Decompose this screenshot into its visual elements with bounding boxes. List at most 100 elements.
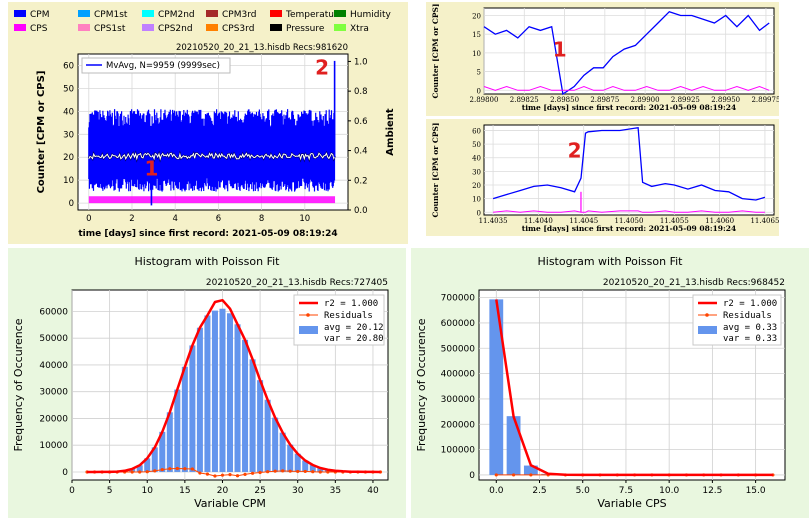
y-tick-label: 600000	[441, 319, 476, 329]
residual-point	[130, 470, 134, 474]
y-tick-label: 0	[62, 468, 68, 478]
x-tick-label: 11.4055	[660, 217, 689, 225]
histogram-bar	[174, 389, 181, 472]
legend-r2: r2 = 1.000	[324, 299, 378, 309]
y2-axis-label: Ambient	[385, 108, 396, 156]
x-tick-label: 12.5	[702, 486, 722, 496]
chart-subtitle: 20210520_20_21_13.hisdb Recs:981620	[176, 43, 348, 53]
legend-swatch-cps2nd	[142, 24, 154, 31]
y-tick-label: 30	[472, 168, 481, 176]
y-tick-label: 10	[472, 50, 481, 58]
marker-1: 1	[553, 38, 567, 62]
legend-bar-swatch	[698, 326, 717, 334]
x-tick-label: 11.4060	[705, 217, 734, 225]
legend-label-temperature: Temperature	[285, 10, 343, 20]
y2-tick-label: 0.2	[354, 176, 368, 186]
x-tick-label: 2	[129, 214, 134, 224]
y-tick-label: 50000	[39, 334, 68, 344]
legend-swatch-humidity	[334, 10, 346, 17]
x-tick-label: 2.89900	[631, 96, 660, 104]
y-axis-label: Counter [CPM or CPS]	[36, 71, 47, 194]
inner-legend-box	[81, 57, 231, 74]
histogram-bar	[489, 299, 504, 475]
legend-swatch-temperature	[270, 10, 282, 17]
residual-point	[529, 473, 533, 477]
y-tick-label: 30	[63, 130, 74, 140]
x-tick-label: 2.89950	[711, 96, 740, 104]
legend-swatch-cps3rd	[206, 24, 218, 31]
histogram-bar	[181, 366, 188, 472]
legend-swatch-cpm2nd	[142, 10, 154, 17]
histogram-bar	[287, 444, 294, 472]
x-tick-label: 8	[259, 214, 264, 224]
legend-residuals: Residuals	[723, 311, 772, 321]
marker-2: 2	[568, 139, 582, 163]
legend-swatch-cps1st	[78, 24, 90, 31]
legend-swatch-xtra	[334, 24, 346, 31]
residual-point	[228, 473, 232, 477]
residual-point	[303, 469, 307, 474]
legend-label-cpm: CPM	[30, 10, 49, 20]
x-tick-label: 15.0	[746, 486, 766, 496]
residual-point	[205, 472, 210, 476]
y-tick-label: 60	[63, 61, 74, 71]
x-tick-label: 11.4040	[524, 217, 553, 225]
histogram-cpm-panel: Histogram with Poisson Fit 20210520_20_21…	[8, 248, 406, 518]
histogram-bar	[219, 308, 226, 472]
y-tick-label: 400000	[441, 370, 476, 380]
legend-label-cps: CPS	[30, 24, 48, 34]
poisson-fit-line	[495, 299, 773, 477]
y-tick-label: 10	[472, 196, 481, 204]
legend-box	[293, 294, 385, 346]
cpm-series	[88, 109, 336, 192]
y-tick-label: 500000	[441, 344, 476, 354]
y-tick-label: 60	[472, 127, 481, 135]
x-tick-label: 10.0	[659, 486, 679, 496]
y-tick-label: 100000	[441, 446, 476, 456]
x-tick-label: 15	[179, 486, 190, 496]
y-tick-label: 0	[469, 471, 475, 481]
y-tick-label: 40	[472, 155, 481, 163]
histogram-bar	[151, 447, 158, 472]
residual-point	[175, 466, 179, 471]
residual-point	[168, 467, 172, 471]
x-tick-label: 2.89825	[510, 96, 539, 104]
legend-label-cps2nd: CPS2nd	[158, 24, 193, 34]
x-tick-label: 6	[216, 214, 221, 224]
y-axis-label: Counter [CPM or CPS]	[431, 123, 440, 218]
x-axis-label: time [days] since first record: 2021-05-…	[522, 103, 737, 112]
histogram-bar	[211, 310, 218, 472]
x-tick-label: 5.0	[576, 486, 591, 496]
histogram-cpm-chart: Histogram with Poisson Fit 20210520_20_21…	[12, 255, 389, 510]
legend-residuals: Residuals	[324, 311, 373, 321]
residual-point	[213, 474, 217, 478]
histogram-bar	[166, 412, 173, 472]
residual-point	[198, 471, 202, 475]
x-tick-label: 10	[142, 486, 154, 496]
residual-point	[318, 470, 322, 474]
y-tick-label: 40	[63, 107, 74, 117]
legend-label-humidity: Humidity	[350, 10, 391, 20]
x-tick-label: 40	[367, 486, 379, 496]
histogram-bar	[302, 460, 309, 472]
cps-series	[88, 196, 336, 204]
y-tick-label: 50	[472, 141, 481, 149]
y-tick-label: 10000	[39, 441, 68, 451]
y-tick-label: 20	[472, 12, 481, 20]
legend-var: var = 0.33	[723, 334, 777, 344]
histogram-bar	[249, 359, 256, 472]
cps-series	[483, 85, 770, 91]
x-tick-label: 2.5	[532, 486, 546, 496]
inner-legend-label: MvAvg, N=9959 (9999sec)	[106, 61, 220, 71]
y-tick-label: 20	[63, 153, 74, 163]
x-tick-label: 2.89975	[751, 96, 779, 104]
x-axis-label: Variable CPM	[194, 497, 266, 510]
time-series-panel: CPM CPM1st CPM2nd CPM3rd Temperature Humidity…	[8, 2, 408, 244]
residual-point	[258, 470, 262, 475]
y2-tick-label: 0.6	[354, 117, 368, 127]
residuals-line	[87, 467, 381, 477]
zoom1-panel: 2.89800 2.89825 2.89850 2.89875 2.89900 2.899…	[426, 2, 779, 116]
histogram-bar	[294, 453, 301, 472]
cpm-series	[492, 126, 766, 201]
x-tick-label: 2.89850	[550, 96, 579, 104]
